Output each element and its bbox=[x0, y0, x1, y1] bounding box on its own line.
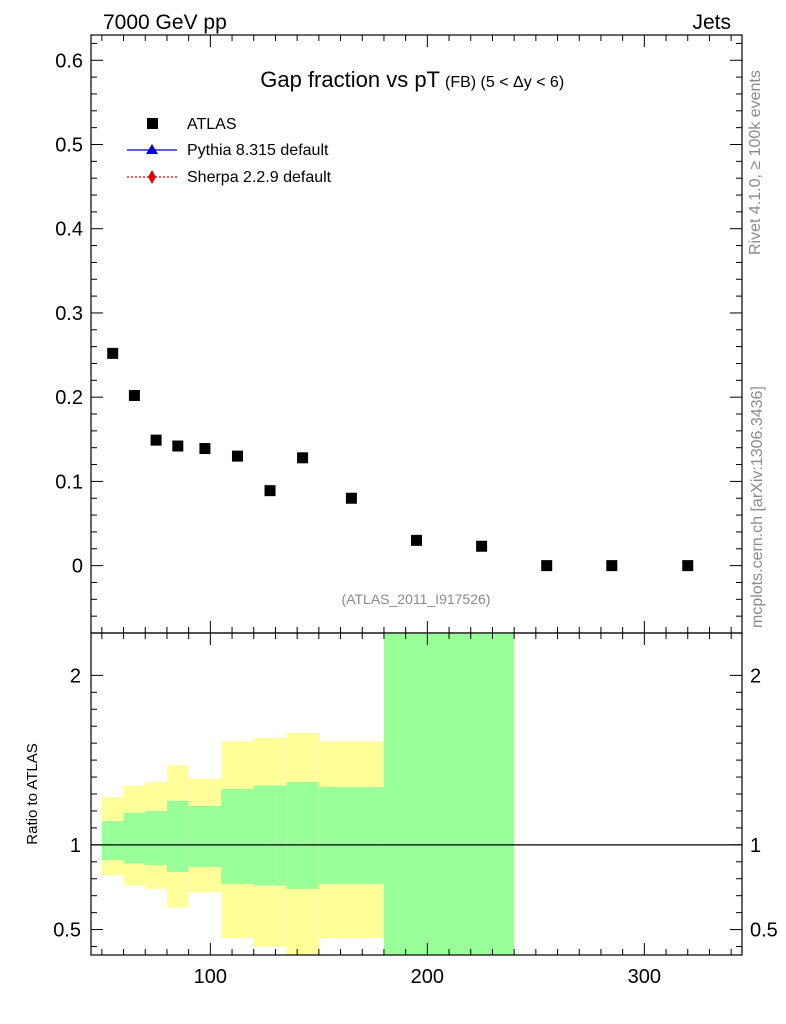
ratio-inner-band bbox=[286, 782, 319, 889]
atlas-data-point bbox=[231, 450, 243, 462]
ratio-ticks: 0.5 0.5 1 1 2 2 100 200 300 bbox=[53, 633, 778, 988]
main-y-tick-label: 0.6 bbox=[55, 50, 83, 72]
main-y-tick-label: 0 bbox=[72, 556, 83, 578]
x-tick-label: 300 bbox=[628, 966, 661, 988]
ratio-frame bbox=[90, 632, 743, 956]
plot-title: Gap fraction vs pT bbox=[260, 67, 440, 92]
atlas-data-point bbox=[107, 347, 119, 359]
ratio-panel: 0.5 0.5 1 1 2 2 100 200 300 Ratio to ATLAS bbox=[24, 632, 778, 988]
ratio-y-tick-label-right: 2 bbox=[750, 665, 761, 687]
ratio-inner-band bbox=[318, 787, 384, 884]
legend-sherpa: Sherpa 2.2.9 default bbox=[187, 169, 332, 186]
main-y-tick-label: 0.5 bbox=[55, 134, 83, 156]
ratio-y-tick-label: 2 bbox=[70, 665, 81, 687]
ratio-inner-band bbox=[188, 805, 222, 867]
process-label: Jets bbox=[692, 11, 731, 34]
analysis-label: (ATLAS_2011_I917526) bbox=[342, 591, 491, 607]
x-tick-label: 100 bbox=[194, 966, 227, 988]
ratio-y-tick-label: 1 bbox=[70, 835, 81, 857]
ratio-y-tick-label-right: 0.5 bbox=[750, 920, 778, 942]
ratio-inner-band bbox=[123, 812, 146, 864]
ratio-uncertainty-bands bbox=[101, 633, 515, 955]
energy-label: 7000 GeV pp bbox=[103, 11, 227, 34]
atlas-data-point bbox=[411, 534, 422, 546]
atlas-data-point bbox=[172, 440, 184, 452]
atlas-data-point bbox=[264, 485, 276, 497]
atlas-data-point bbox=[150, 434, 162, 446]
ratio-inner-band bbox=[145, 810, 167, 866]
plot-title-suffix: (FB) (5 < Δy < 6) bbox=[445, 74, 564, 91]
ratio-y-tick-label-right: 1 bbox=[750, 835, 761, 857]
legend: ATLAS Pythia 8.315 default Sherpa 2.2.9 … bbox=[127, 116, 332, 186]
main-y-tick-label: 0.2 bbox=[55, 387, 83, 409]
ratio-inner-band bbox=[166, 800, 189, 872]
pythia-legend-marker bbox=[146, 144, 158, 154]
legend-atlas: ATLAS bbox=[187, 116, 237, 133]
main-ticks: 0 0.1 0.2 0.3 0.4 0.5 0.6 bbox=[55, 35, 742, 633]
atlas-data-point bbox=[476, 540, 488, 552]
ratio-inner-band bbox=[253, 785, 287, 886]
ratio-inner-band bbox=[383, 633, 515, 955]
atlas-data-point bbox=[606, 560, 618, 572]
atlas-data-point bbox=[199, 443, 211, 455]
sherpa-legend-marker bbox=[148, 170, 156, 184]
atlas-data-points bbox=[107, 347, 694, 572]
ratio-inner-band bbox=[221, 788, 254, 884]
main-y-tick-label: 0.4 bbox=[55, 219, 83, 241]
ratio-inner-band bbox=[101, 821, 124, 861]
atlas-data-point bbox=[345, 492, 357, 504]
legend-pythia: Pythia 8.315 default bbox=[187, 142, 329, 159]
rivet-version-label: Rivet 4.1.0, ≥ 100k events bbox=[747, 70, 764, 255]
atlas-data-point bbox=[541, 560, 553, 572]
main-panel: 0 0.1 0.2 0.3 0.4 0.5 0.6 Gap fraction vs pT (… bbox=[55, 34, 743, 634]
ratio-y-tick-label: 0.5 bbox=[53, 920, 81, 942]
atlas-legend-marker bbox=[147, 118, 158, 129]
atlas-data-point bbox=[297, 452, 309, 464]
x-tick-label: 200 bbox=[411, 966, 444, 988]
atlas-data-point bbox=[682, 560, 694, 572]
atlas-data-point bbox=[128, 389, 140, 401]
main-y-tick-label: 0.1 bbox=[55, 471, 83, 493]
main-y-tick-label: 0.3 bbox=[55, 303, 83, 325]
ratio-y-axis-label: Ratio to ATLAS bbox=[24, 743, 41, 844]
source-label: mcplots.cern.ch [arXiv:1306.3436] bbox=[749, 386, 766, 628]
